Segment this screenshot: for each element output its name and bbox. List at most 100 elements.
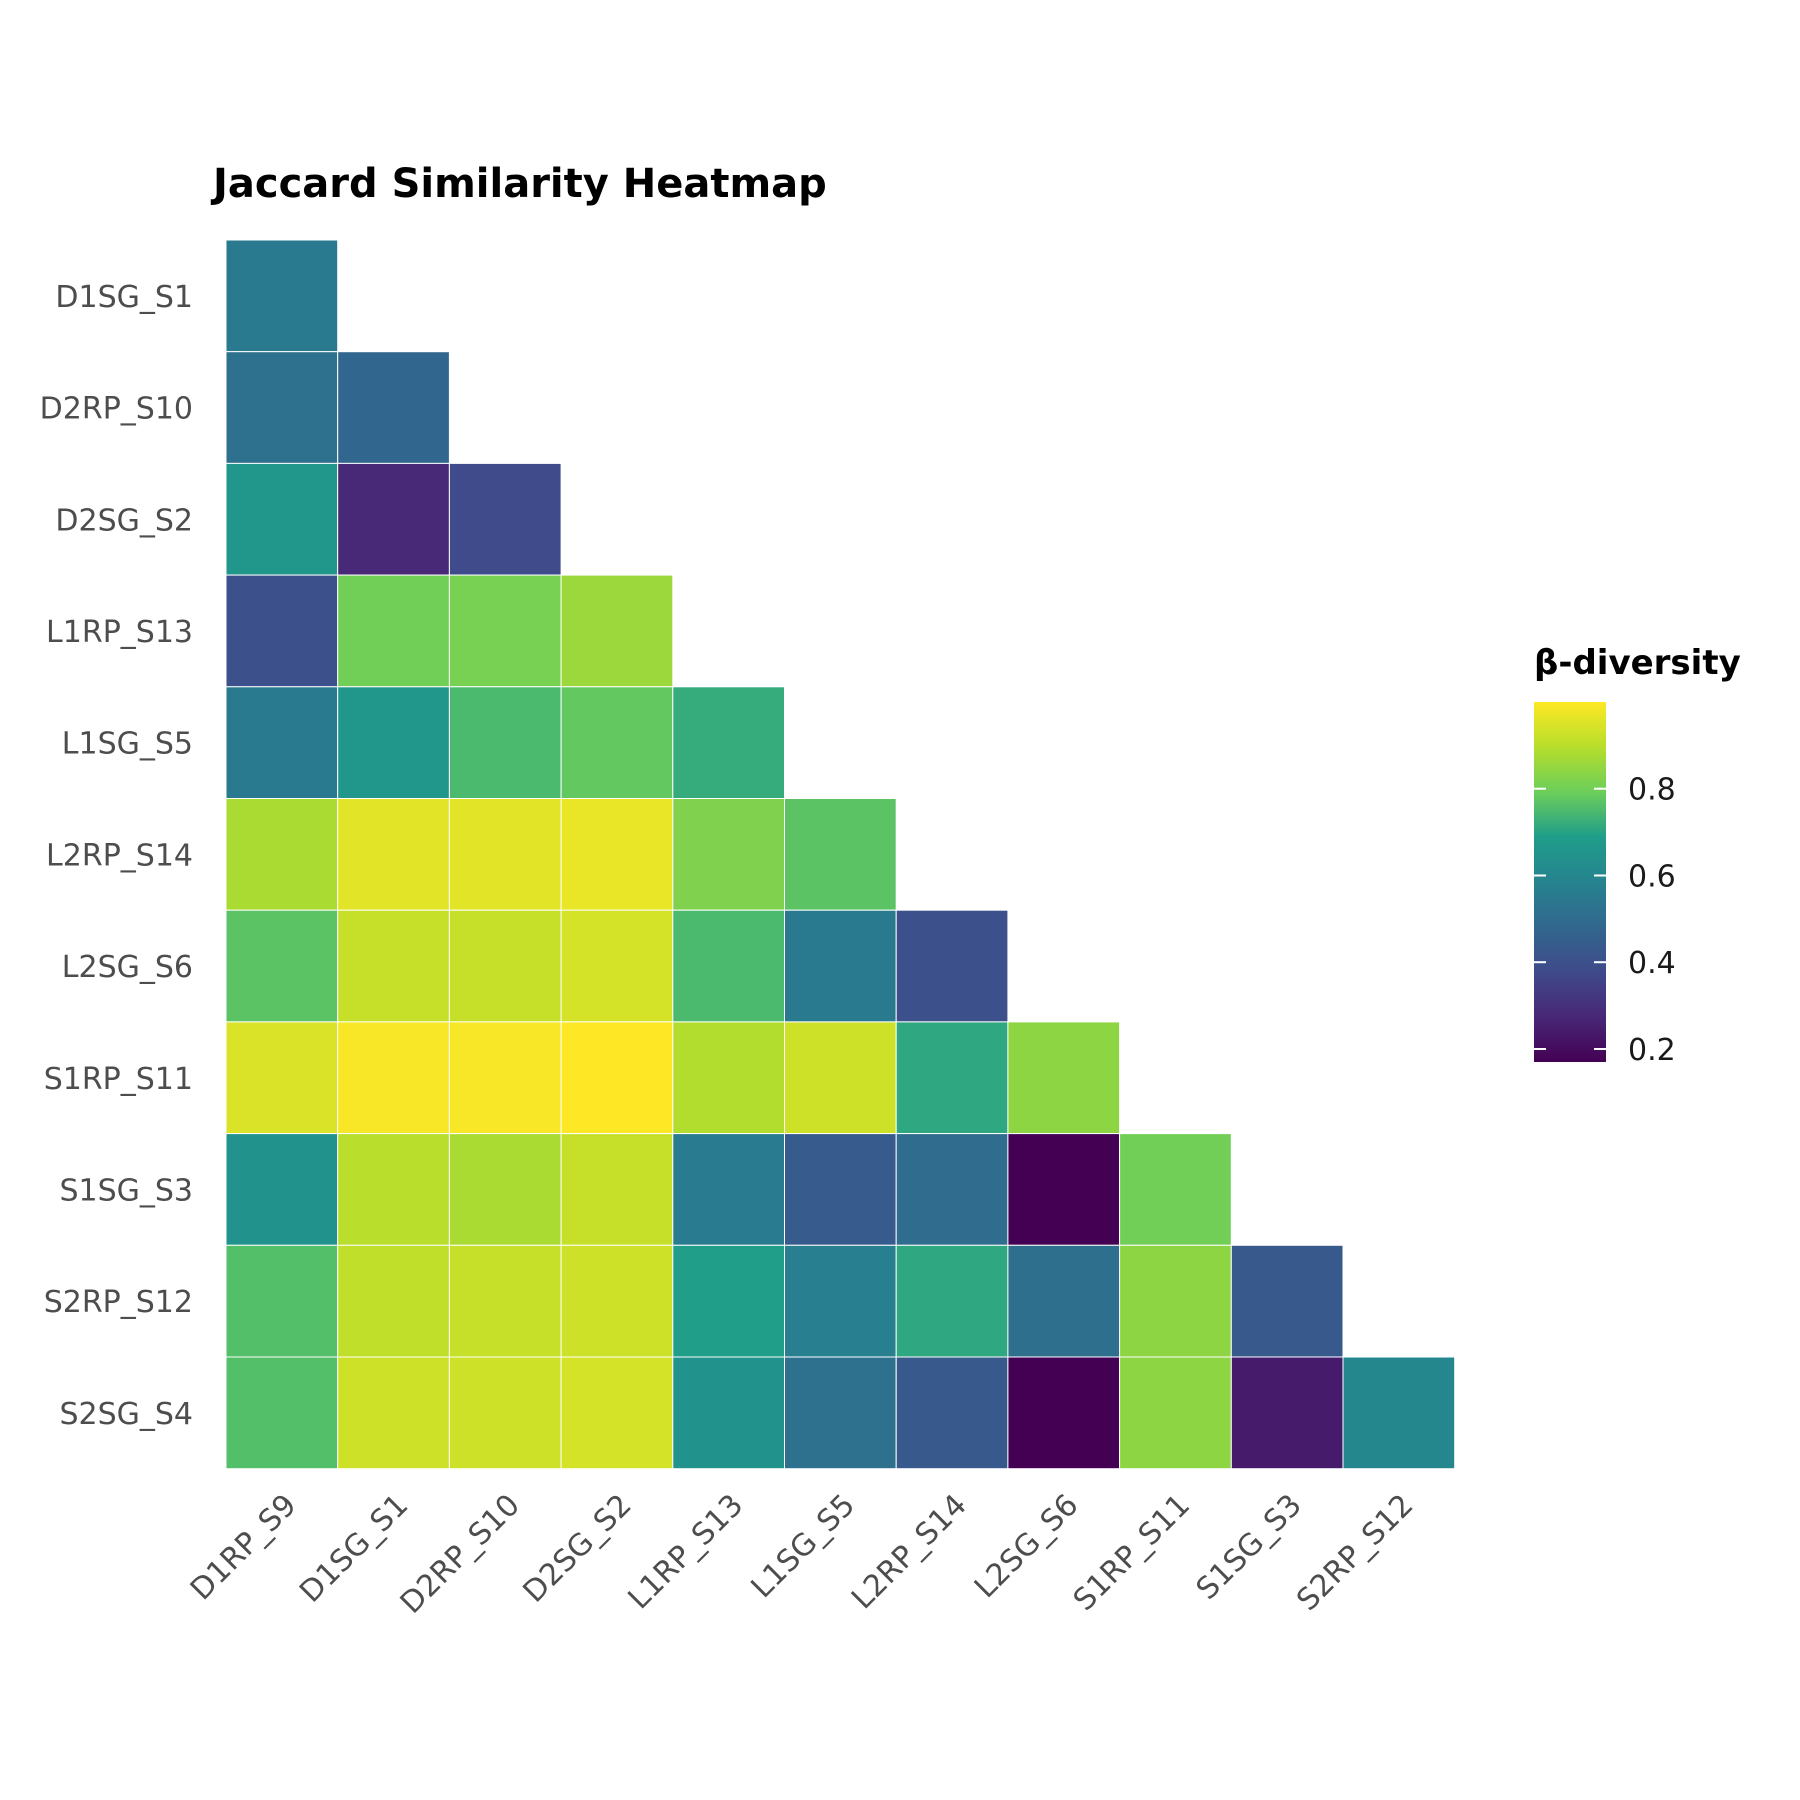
heatmap-cell bbox=[560, 1021, 674, 1135]
x-tick-label: L2SG_S6 bbox=[968, 1488, 1086, 1606]
chart-title: Jaccard Similarity Heatmap bbox=[210, 161, 827, 207]
heatmap-cell bbox=[337, 1021, 450, 1135]
heatmap-cell bbox=[225, 351, 339, 464]
heatmap-cell bbox=[895, 1021, 1009, 1135]
heatmap-cell bbox=[560, 1244, 674, 1358]
x-tick-label: S1SG_S3 bbox=[1190, 1488, 1309, 1607]
heatmap-cell bbox=[337, 909, 450, 1023]
heatmap-cell bbox=[448, 1244, 562, 1358]
x-tick-label: D2SG_S2 bbox=[517, 1488, 639, 1610]
heatmap-cell bbox=[337, 1356, 450, 1470]
x-tick-label: L1SG_S5 bbox=[745, 1488, 863, 1606]
heatmap-cell bbox=[560, 686, 674, 799]
heatmap-cell bbox=[1342, 1356, 1456, 1470]
heatmap-cell bbox=[448, 686, 562, 799]
heatmap-cell bbox=[672, 909, 785, 1023]
heatmap-cell bbox=[225, 686, 339, 799]
heatmap-cell bbox=[225, 1021, 339, 1135]
x-tick-label: D2RP_S10 bbox=[394, 1488, 527, 1621]
heatmap-cell bbox=[672, 686, 785, 799]
heatmap-cell bbox=[225, 1356, 339, 1470]
y-tick-label: D2RP_S10 bbox=[40, 392, 193, 427]
y-tick-label: S1RP_S11 bbox=[44, 1062, 193, 1097]
heatmap-cell bbox=[225, 909, 339, 1023]
heatmap-cell bbox=[672, 1244, 785, 1358]
y-tick-label: D2SG_S2 bbox=[55, 503, 193, 538]
heatmap-cell bbox=[895, 1356, 1009, 1470]
heatmap-cell bbox=[225, 1244, 339, 1358]
y-tick-label: L1SG_S5 bbox=[62, 727, 193, 762]
x-tick-label: S1RP_S11 bbox=[1067, 1488, 1197, 1618]
heatmap-cell bbox=[337, 1133, 450, 1246]
x-tick-label: L1RP_S13 bbox=[622, 1488, 751, 1617]
y-tick-label: S2SG_S4 bbox=[59, 1397, 193, 1432]
heatmap-cell bbox=[337, 1244, 450, 1358]
heatmap-cell bbox=[784, 1133, 897, 1246]
heatmap-cell bbox=[337, 351, 450, 464]
heatmap-cell bbox=[895, 909, 1009, 1023]
heatmap-cell bbox=[1119, 1133, 1232, 1246]
heatmap-cell bbox=[672, 1021, 785, 1135]
heatmap-cell bbox=[784, 1356, 897, 1470]
heatmap-cell bbox=[560, 798, 674, 911]
x-axis-labels: D1RP_S9D1SG_S1D2RP_S10D2SG_S2L1RP_S13L1S… bbox=[184, 1488, 1421, 1621]
y-tick-label: L2RP_S14 bbox=[46, 838, 193, 873]
y-tick-label: L1RP_S13 bbox=[46, 615, 193, 650]
legend-tick-label: 0.6 bbox=[1628, 860, 1676, 895]
heatmap-cell bbox=[225, 798, 339, 911]
heatmap-cell bbox=[560, 909, 674, 1023]
heatmap-cell bbox=[448, 798, 562, 911]
x-tick-label: L2RP_S14 bbox=[845, 1488, 974, 1617]
y-tick-label: L2SG_S6 bbox=[62, 950, 193, 985]
legend-colorbar bbox=[1534, 702, 1606, 1062]
heatmap-cell bbox=[448, 1356, 562, 1470]
heatmap-cell bbox=[560, 574, 674, 688]
heatmap-cells bbox=[225, 239, 1456, 1470]
heatmap-cell bbox=[560, 1133, 674, 1246]
heatmap-cell bbox=[784, 909, 897, 1023]
heatmap-cell bbox=[337, 574, 450, 688]
y-tick-label: S1SG_S3 bbox=[59, 1173, 193, 1208]
heatmap-cell bbox=[448, 1021, 562, 1135]
heatmap-cell bbox=[784, 798, 897, 911]
heatmap-cell bbox=[225, 574, 339, 688]
heatmap-cell bbox=[672, 798, 785, 911]
heatmap-cell bbox=[895, 1133, 1009, 1246]
heatmap-cell bbox=[672, 1356, 785, 1470]
legend-tick-label: 0.8 bbox=[1628, 773, 1676, 808]
color-legend: β-diversity 0.2 0.4 0.6 0.8 bbox=[1534, 643, 1741, 1068]
x-tick-label: S2RP_S12 bbox=[1290, 1488, 1420, 1618]
heatmap-cell bbox=[225, 1133, 339, 1246]
heatmap-cell bbox=[448, 462, 562, 576]
heatmap-cell bbox=[448, 909, 562, 1023]
y-axis-labels: D1SG_S1 D2RP_S10 D2SG_S2 L1RP_S13 L1SG_S5 L2R… bbox=[40, 280, 193, 1432]
y-tick-label: S2RP_S12 bbox=[44, 1285, 193, 1320]
x-tick-label: D1RP_S9 bbox=[184, 1488, 304, 1608]
legend-tick-label: 0.2 bbox=[1628, 1033, 1676, 1068]
heatmap-cell bbox=[337, 462, 450, 576]
heatmap-cell bbox=[337, 798, 450, 911]
heatmap-cell bbox=[448, 1133, 562, 1246]
heatmap-cell bbox=[448, 574, 562, 688]
heatmap-cell bbox=[1119, 1356, 1232, 1470]
heatmap-cell bbox=[895, 1244, 1009, 1358]
x-tick-label: D1SG_S1 bbox=[293, 1488, 415, 1610]
heatmap-cell bbox=[672, 1133, 785, 1246]
heatmap-cell bbox=[1230, 1244, 1344, 1358]
legend-title: β-diversity bbox=[1534, 643, 1741, 683]
legend-ticks: 0.2 0.4 0.6 0.8 bbox=[1534, 773, 1676, 1068]
heatmap-cell bbox=[560, 1356, 674, 1470]
heatmap-cell bbox=[1230, 1356, 1344, 1470]
legend-tick-label: 0.4 bbox=[1628, 946, 1676, 981]
heatmap-cell bbox=[1007, 1356, 1121, 1470]
heatmap-cell bbox=[1007, 1021, 1121, 1135]
heatmap-cell bbox=[1007, 1133, 1121, 1246]
heatmap-cell bbox=[337, 686, 450, 799]
heatmap-cell bbox=[784, 1244, 897, 1358]
heatmap-cell bbox=[225, 462, 339, 576]
heatmap-cell bbox=[784, 1021, 897, 1135]
y-tick-label: D1SG_S1 bbox=[55, 280, 193, 315]
heatmap-cell bbox=[1119, 1244, 1232, 1358]
heatmap-cell bbox=[225, 239, 339, 353]
